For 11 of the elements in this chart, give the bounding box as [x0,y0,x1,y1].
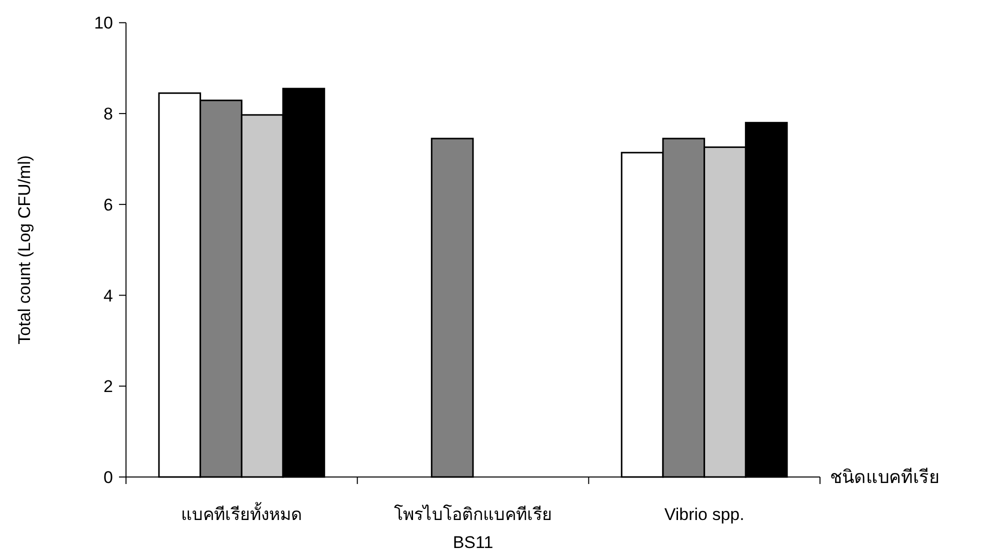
x-tick-label: โพรไบโอติกแบคทีเรีย BS11 [394,504,552,552]
x-tick-label: Vibrio spp. [664,505,744,524]
y-tick-label: 10 [94,14,113,33]
y-tick-label: 4 [104,286,113,306]
x-tick-label: แบคทีเรียทั้งหมด [181,502,302,524]
y-tick-label: 2 [104,377,113,396]
x-axis-title: ชนิดแบคทีเรีย [830,467,940,487]
y-axis-title: Total count (Log CFU/ml) [15,155,34,344]
y-tick-label: 6 [104,195,113,214]
y-tick-label: 8 [104,104,113,124]
y-tick-label: 0 [104,468,113,487]
